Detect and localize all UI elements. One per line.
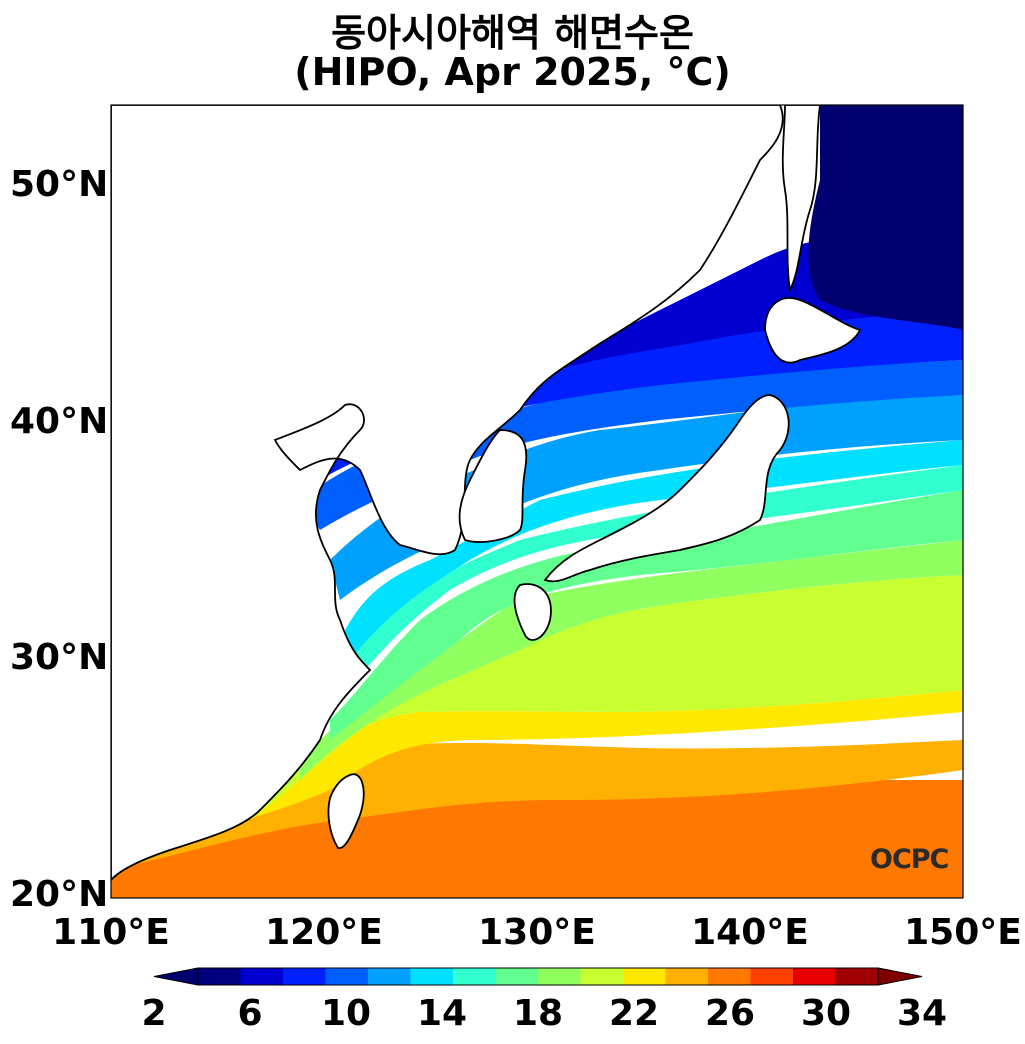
land-mask [111,105,862,882]
japan-honshu [543,394,790,583]
x-tick-label: 110°E [52,912,170,953]
taiwan [327,773,365,849]
y-tick-label: 30°N [10,637,109,679]
colorbar-tick-label: 34 [896,993,948,1034]
colorbar-tick-label: 18 [512,993,564,1034]
colorbar-swatch [410,968,454,985]
colorbar-swatch [325,968,369,985]
y-tick-label: 50°N [10,163,109,205]
sst-band-20 [300,540,963,780]
colorbar-tick-label: 30 [800,993,852,1034]
colorbar-swatch [368,968,411,985]
colorbar-swatch [708,968,751,985]
colorbar-swatch [580,968,624,985]
colorbar-swatch [750,968,794,985]
y-tick-label: 20°N [10,874,109,915]
colorbar-swatch [198,968,241,985]
colorbar-swatch [495,968,539,985]
colorbar-tick-label: 22 [608,993,660,1034]
colorbar-swatch [283,968,326,985]
colorbar [153,967,923,986]
sakhalin [781,105,821,293]
colorbar-swatch [623,968,666,985]
ocpc-logo: OCPC [870,844,949,875]
x-tick-label: 120°E [265,912,383,953]
colorbar-tick-label: 14 [416,993,468,1034]
colorbar-frame [197,967,879,986]
colorbar-swatch [835,968,879,985]
colorbar-swatch [793,968,836,985]
colorbar-min-extend [153,967,199,986]
colorbar-tick-label: 2 [141,993,167,1034]
colorbar-swatch [538,968,581,985]
korea-peninsula [458,429,528,543]
x-tick-label: 140°E [691,912,809,953]
y-tick-label: 40°N [10,400,109,442]
x-tick-label: 130°E [478,912,596,953]
japan-hokkaido [764,297,862,364]
sst-band-16 [330,465,963,700]
china-coast [111,105,784,882]
map-title: 동아시아해역 해면수온 [331,11,694,55]
colorbar-tick-label: 6 [237,993,263,1034]
map-subtitle: (HIPO, Apr 2025, °C) [294,50,731,94]
sst-band-14 [340,440,963,660]
colorbar-swatch [240,968,284,985]
sst-band-12 [330,395,963,600]
colorbar-tick-label: 26 [704,993,756,1034]
sst-band-10 [300,360,963,530]
map-frame [110,104,964,899]
x-tick-label: 150°E [904,912,1022,953]
sst-band-18 [330,490,963,740]
sst-band-2 [808,105,963,330]
colorbar-tick-label: 10 [320,993,372,1034]
sst-band-22 [250,575,963,820]
japan-kyushu [513,583,552,641]
colorbar-max-extend [877,967,923,986]
colorbar-swatch [665,968,709,985]
colorbar-swatch [453,968,496,985]
